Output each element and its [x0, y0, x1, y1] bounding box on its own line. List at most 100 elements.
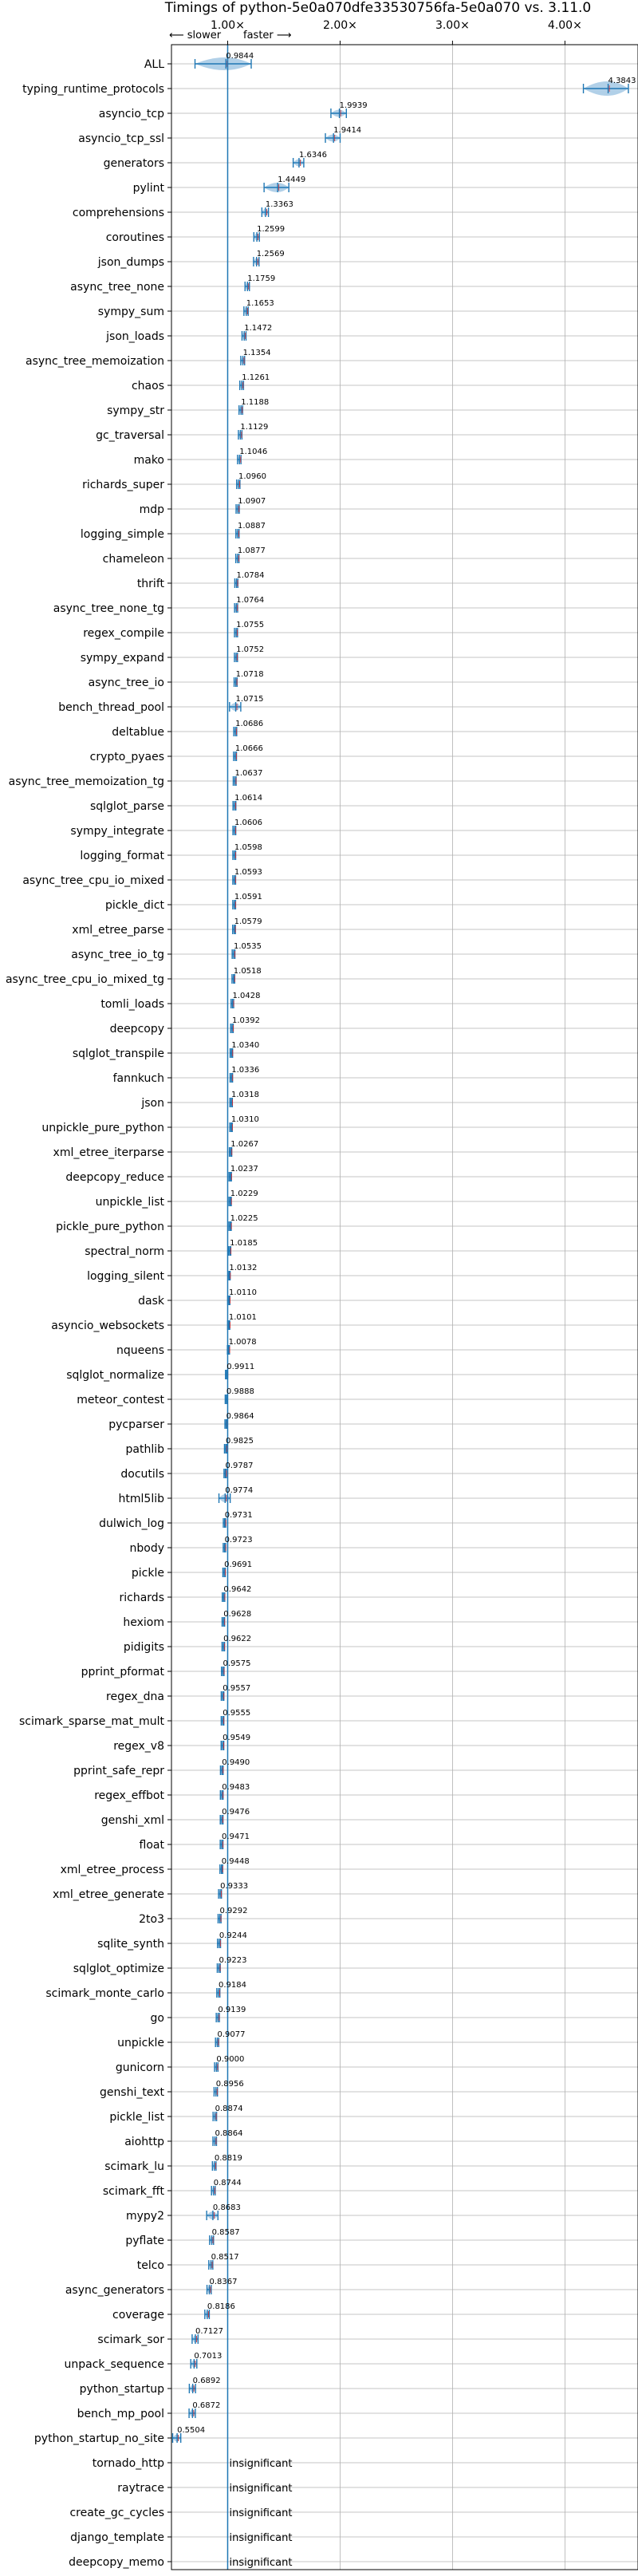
- value-label: 0.9077: [217, 2030, 245, 2039]
- chart-title: Timings of python-5e0a070dfe33530756fa-5…: [164, 0, 592, 16]
- value-label: 0.6892: [193, 2377, 221, 2385]
- benchmark-label: unpack_sequence: [65, 2358, 164, 2371]
- plot-frame: [171, 44, 638, 2570]
- benchmark-label: deepcopy: [110, 1023, 164, 1036]
- benchmark-label: deepcopy_memo: [69, 2556, 164, 2569]
- value-label: 0.9825: [226, 1437, 254, 1446]
- value-label: 1.2599: [257, 225, 285, 234]
- value-label: 1.1354: [243, 349, 271, 357]
- value-label: 1.0907: [238, 497, 266, 506]
- benchmark-label: richards_super: [82, 479, 164, 491]
- benchmark-label: async_tree_io_tg: [71, 949, 164, 961]
- value-label: 1.9939: [340, 101, 368, 110]
- value-label: 0.9244: [219, 1931, 247, 1940]
- benchmark-label: logging_silent: [87, 1270, 164, 1283]
- value-label: 1.1472: [244, 324, 272, 333]
- x-tick-label: 2.00×: [323, 19, 357, 32]
- benchmark-label: chaos: [132, 380, 164, 393]
- value-label: 0.9184: [219, 1981, 246, 1990]
- benchmark-label: fannkuch: [113, 1072, 164, 1085]
- benchmark-label: async_tree_cpu_io_mixed: [22, 874, 164, 887]
- value-label: 0.9557: [223, 1684, 250, 1693]
- value-label: 0.9844: [226, 52, 254, 61]
- value-label: 0.8186: [207, 2302, 235, 2311]
- value-label: 0.9490: [222, 1758, 250, 1767]
- benchmark-label: python_startup: [80, 2383, 164, 2396]
- x-tick-label: 3.00×: [435, 19, 470, 32]
- value-label: 1.0318: [231, 1091, 259, 1099]
- benchmark-label: comprehensions: [73, 207, 164, 219]
- value-label: 0.8864: [215, 2129, 242, 2138]
- value-label: 1.0110: [229, 1288, 257, 1297]
- benchmark-label: scimark_sor: [97, 2333, 164, 2346]
- value-label: 1.0960: [238, 472, 266, 481]
- value-label: 0.9691: [224, 1560, 252, 1569]
- benchmark-label: go: [151, 2012, 164, 2025]
- value-label: 1.0715: [236, 695, 264, 704]
- benchmark-label: scimark_monte_carlo: [45, 1987, 164, 2000]
- benchmark-label: coverage: [112, 2309, 164, 2322]
- benchmark-label: tornado_http: [93, 2457, 164, 2470]
- benchmark-label: regex_effbot: [94, 1789, 164, 1802]
- benchmark-label: nqueens: [116, 1344, 164, 1357]
- benchmark-label: tomli_loads: [100, 998, 164, 1011]
- benchmark-label: pathlib: [126, 1443, 165, 1456]
- insignificant-label: insignificant: [229, 2458, 292, 2470]
- value-label: 1.1188: [241, 398, 269, 407]
- value-label: 1.1129: [240, 423, 268, 432]
- value-label: 1.0755: [236, 621, 264, 629]
- benchmark-label: create_gc_cycles: [69, 2507, 164, 2519]
- value-label: 0.7013: [194, 2352, 222, 2361]
- value-label: 4.3843: [608, 77, 636, 85]
- benchmark-label: unpickle_list: [96, 1196, 165, 1209]
- value-label: 1.0101: [229, 1313, 257, 1322]
- value-label: 0.9549: [223, 1734, 250, 1742]
- value-label: 1.0686: [235, 720, 263, 728]
- benchmark-label: sympy_expand: [81, 652, 164, 665]
- benchmark-label: dulwich_log: [99, 1517, 164, 1530]
- value-label: 0.9223: [219, 1956, 247, 1965]
- benchmark-label: python_startup_no_site: [34, 2432, 164, 2445]
- value-label: 0.9139: [218, 2006, 246, 2014]
- benchmark-label: asyncio_websockets: [51, 1320, 164, 1332]
- benchmark-label: mypy2: [126, 2210, 164, 2223]
- benchmark-label: richards: [120, 1592, 165, 1604]
- benchmark-label: json_loads: [105, 330, 164, 343]
- value-label: 1.0185: [230, 1239, 258, 1248]
- value-label: 0.5504: [177, 2426, 205, 2435]
- benchmark-label: unpickle_pure_python: [41, 1122, 164, 1134]
- benchmark-label: spectral_norm: [85, 1245, 164, 1258]
- benchmark-label: meteor_contest: [77, 1394, 164, 1406]
- value-label: 0.6872: [192, 2401, 220, 2410]
- benchmark-label: genshi_xml: [101, 1814, 164, 1827]
- benchmark-label: sympy_integrate: [70, 825, 164, 838]
- benchmark-label: json: [140, 1097, 164, 1110]
- value-label: 1.0310: [231, 1115, 259, 1124]
- value-label: 0.8683: [213, 2203, 241, 2212]
- benchmark-label: xml_etree_iterparse: [53, 1146, 164, 1159]
- value-label: 0.9622: [223, 1635, 251, 1643]
- benchmark-label: async_tree_cpu_io_mixed_tg: [6, 973, 164, 986]
- benchmark-label: sympy_str: [107, 404, 164, 417]
- value-label: 1.0229: [230, 1189, 258, 1198]
- grid-lines: [167, 41, 638, 2570]
- value-label: 1.3363: [266, 200, 293, 209]
- benchmark-label: crypto_pyaes: [90, 751, 164, 763]
- value-label: 1.0340: [231, 1041, 259, 1050]
- value-label: 1.6346: [299, 151, 327, 160]
- benchmark-label: ALL: [144, 58, 164, 71]
- value-label: 1.1653: [246, 299, 274, 308]
- value-label: 0.9731: [225, 1511, 253, 1520]
- benchmark-label: pycparser: [108, 1418, 164, 1431]
- value-label: 1.0752: [236, 645, 264, 654]
- benchmark-label: async_tree_none: [70, 281, 164, 294]
- value-label: 1.0637: [234, 769, 262, 778]
- value-label: 1.1261: [242, 373, 270, 382]
- benchmark-label: asyncio_tcp_ssl: [78, 132, 164, 145]
- benchmark-label: hexiom: [123, 1616, 164, 1629]
- benchmark-label: regex_compile: [83, 627, 164, 640]
- benchmark-label: sqlglot_parse: [90, 800, 164, 813]
- benchmark-label: bench_thread_pool: [58, 701, 164, 714]
- value-label: 1.2569: [257, 250, 285, 258]
